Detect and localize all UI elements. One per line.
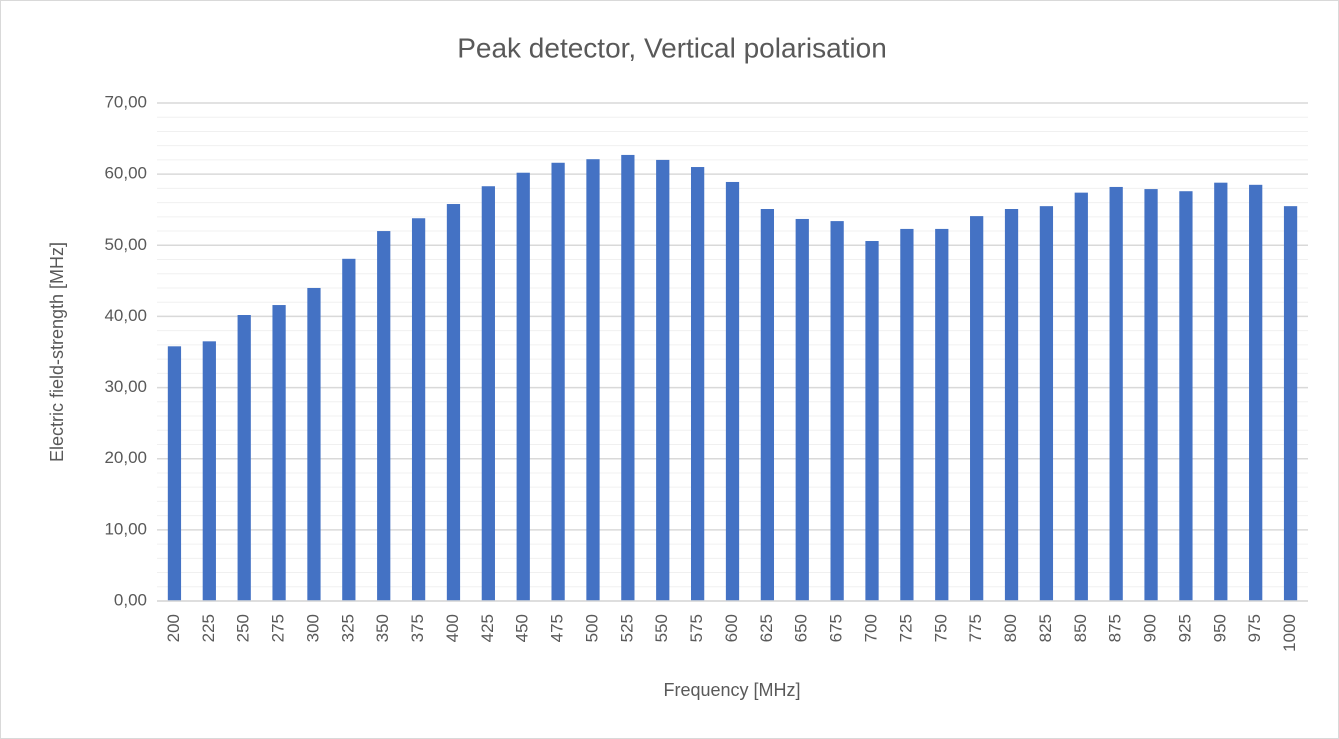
- x-tick-label: 350: [373, 614, 392, 642]
- x-tick-label: 750: [931, 614, 950, 642]
- x-tick-label: 950: [1210, 614, 1229, 642]
- bar: [1039, 206, 1054, 601]
- bar: [551, 162, 565, 601]
- bar: [411, 218, 426, 601]
- x-tick-label: 200: [164, 614, 183, 642]
- x-tick-label: 725: [896, 614, 915, 642]
- x-tick-label: 325: [338, 614, 357, 642]
- bar: [167, 346, 182, 601]
- bar: [377, 231, 391, 602]
- bar: [830, 221, 844, 601]
- bar: [237, 315, 251, 601]
- x-tick-label: 550: [652, 614, 671, 642]
- bar: [1283, 206, 1298, 601]
- x-tick-label: 575: [687, 614, 706, 642]
- bar: [690, 167, 705, 601]
- x-tick-label: 225: [199, 614, 218, 642]
- bar: [795, 218, 809, 601]
- x-tick-label: 450: [513, 614, 532, 642]
- x-tick-label: 975: [1245, 614, 1264, 642]
- bar: [1074, 192, 1088, 601]
- y-tick-label: 30,00: [104, 377, 147, 396]
- x-tick-label: 900: [1141, 614, 1160, 642]
- x-tick-label: 875: [1106, 614, 1125, 642]
- x-tick-label: 800: [1001, 614, 1020, 642]
- x-tick-label: 600: [722, 614, 741, 642]
- bar: [621, 154, 635, 602]
- x-tick-label: 375: [408, 614, 427, 642]
- y-tick-label: 70,00: [104, 92, 147, 111]
- bar: [656, 159, 670, 601]
- bar: [481, 186, 495, 602]
- bar: [342, 258, 356, 601]
- bar: [1179, 191, 1193, 601]
- x-tick-label: 825: [1036, 614, 1055, 642]
- bar: [272, 305, 286, 601]
- x-tick-label: 300: [303, 614, 322, 642]
- bar: [970, 216, 984, 602]
- x-tick-label: 700: [861, 614, 880, 642]
- bar: [760, 209, 775, 601]
- bar: [900, 228, 914, 601]
- bar: [446, 204, 461, 601]
- x-tick-label: 675: [827, 614, 846, 642]
- y-tick-label: 0,00: [114, 590, 147, 609]
- x-tick-label: 650: [792, 614, 811, 642]
- bar: [935, 228, 949, 601]
- y-tick-label: 40,00: [104, 306, 147, 325]
- x-axis-label: Frequency [MHz]: [663, 680, 800, 700]
- y-tick-label: 50,00: [104, 235, 147, 254]
- bar: [516, 172, 530, 601]
- x-tick-label: 625: [757, 614, 776, 642]
- x-tick-label: 250: [234, 614, 253, 642]
- x-tick-label: 275: [269, 614, 288, 642]
- bar: [1214, 182, 1228, 601]
- bar: [1004, 209, 1019, 601]
- chart-title: Peak detector, Vertical polarisation: [457, 32, 887, 63]
- x-tick-label: 925: [1175, 614, 1194, 642]
- bar: [1249, 184, 1263, 602]
- y-tick-label: 20,00: [104, 448, 147, 467]
- x-tick-label: 425: [478, 614, 497, 642]
- y-axis-label: Electric field-strength [MHz]: [47, 242, 67, 462]
- x-tick-label: 775: [966, 614, 985, 642]
- x-tick-label: 850: [1071, 614, 1090, 642]
- bar: [725, 181, 740, 601]
- x-tick-label: 525: [617, 614, 636, 642]
- bar: [307, 287, 321, 601]
- bar: [586, 159, 600, 601]
- x-tick-label: 475: [548, 614, 567, 642]
- bar: [202, 341, 216, 601]
- bar: [1144, 189, 1158, 601]
- y-tick-label: 60,00: [104, 164, 147, 183]
- x-tick-label: 500: [582, 614, 601, 642]
- x-tick-label: 400: [443, 614, 462, 642]
- bar: [865, 241, 879, 601]
- x-tick-label: 1000: [1280, 614, 1299, 652]
- bar: [1109, 186, 1123, 601]
- y-tick-label: 10,00: [104, 519, 147, 538]
